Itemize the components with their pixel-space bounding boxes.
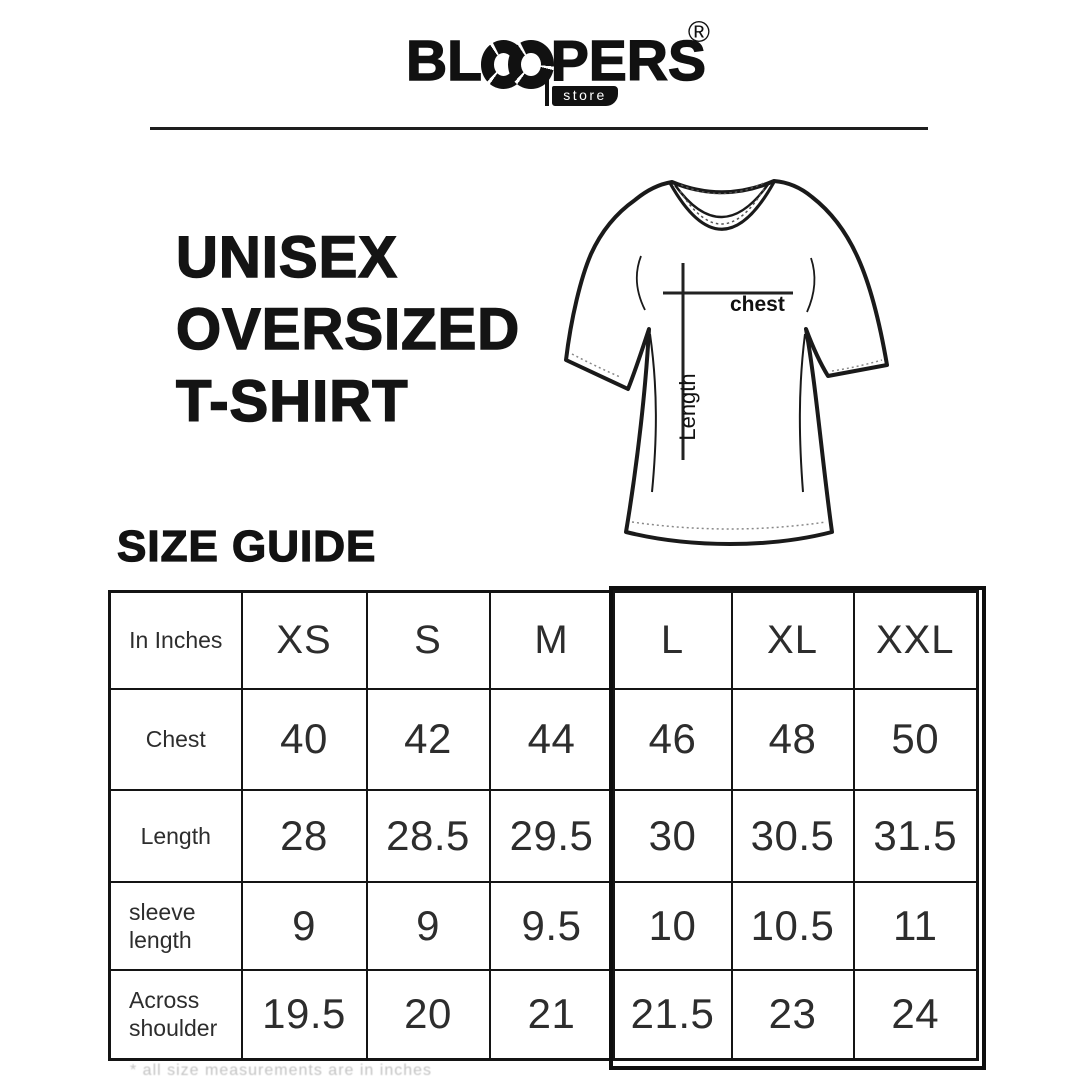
row-label-cell: Across shoulder xyxy=(108,968,243,1061)
table-header-row: In Inches XS S M L XL XXL xyxy=(108,590,979,690)
value-cell: 21 xyxy=(488,968,615,1061)
store-badge-bar xyxy=(545,78,549,106)
size-header-cell-xl: XL xyxy=(730,590,855,690)
table-row-length: Length 28 28.5 29.5 30 30.5 31.5 xyxy=(108,788,979,883)
value-cell: 24 xyxy=(852,968,979,1061)
shoulder-seam-right xyxy=(806,257,816,313)
size-header-cell-m: M xyxy=(488,590,615,690)
value-cell: 28.5 xyxy=(365,788,491,883)
value-cell: 10.5 xyxy=(730,880,855,971)
value-cell: 30 xyxy=(612,788,733,883)
value-cell: 42 xyxy=(365,687,491,791)
brand-name-left: BL xyxy=(405,29,482,93)
chest-label: chest xyxy=(730,293,785,316)
tshirt-diagram: chest Length xyxy=(564,179,889,546)
value-cell: 28 xyxy=(240,788,368,883)
value-cell: 19.5 xyxy=(240,968,368,1061)
collar-front-stitch-line xyxy=(679,188,765,225)
product-title-line1: UNISEX xyxy=(175,224,398,291)
collar-inner-line xyxy=(674,182,770,219)
value-cell: 48 xyxy=(730,687,855,791)
hem-stitch-line xyxy=(631,521,827,530)
value-cell: 10 xyxy=(612,880,733,971)
cuff-stitch-right xyxy=(831,359,883,372)
value-cell: 50 xyxy=(852,687,979,791)
header-divider xyxy=(150,127,928,130)
value-cell: 9.5 xyxy=(488,880,615,971)
shoulder-seam-left xyxy=(635,255,646,311)
value-cell: 31.5 xyxy=(852,788,979,883)
body-crease-right xyxy=(798,333,806,493)
value-cell: 29.5 xyxy=(488,788,615,883)
value-cell: 11 xyxy=(852,880,979,971)
table-row-sleeve-length: sleeve length 9 9 9.5 10 10.5 11 xyxy=(108,880,979,971)
size-table: In Inches XS S M L XL XXL Chest 40 42 44… xyxy=(108,590,979,1061)
row-label-cell: sleeve length xyxy=(108,880,243,971)
value-cell: 20 xyxy=(365,968,491,1061)
length-label: Length xyxy=(675,373,700,440)
value-cell: 9 xyxy=(240,880,368,971)
value-cell: 44 xyxy=(488,687,615,791)
size-header-cell-l: L xyxy=(612,590,733,690)
tshirt-outline xyxy=(564,179,889,546)
row-label-cell: Length xyxy=(108,788,243,883)
table-row-chest: Chest 40 42 44 46 48 50 xyxy=(108,687,979,791)
registered-trademark-icon: ® xyxy=(687,16,710,49)
footnote: * all size measurements are in inches xyxy=(130,1062,433,1079)
store-badge: store xyxy=(552,86,618,106)
size-header-cell-xs: XS xyxy=(240,590,368,690)
table-row-across-shoulder: Across shoulder 19.5 20 21 21.5 23 24 xyxy=(108,968,979,1061)
product-title-line2: OVERSIZED xyxy=(175,296,521,363)
body-crease-left xyxy=(649,333,657,493)
unit-header-cell: In Inches xyxy=(108,590,243,690)
value-cell: 21.5 xyxy=(612,968,733,1061)
value-cell: 30.5 xyxy=(730,788,855,883)
value-cell: 23 xyxy=(730,968,855,1061)
row-label-cell: Chest xyxy=(108,687,243,791)
size-table-wrap: In Inches XS S M L XL XXL Chest 40 42 44… xyxy=(108,586,986,1070)
size-header-cell-xxl: XXL xyxy=(852,590,979,690)
value-cell: 46 xyxy=(612,687,733,791)
brand-logo-row: BL PERS xyxy=(405,29,707,93)
aperture-ring-icon xyxy=(508,39,554,89)
size-header-cell-s: S xyxy=(365,590,491,690)
value-cell: 9 xyxy=(365,880,491,971)
brand-logo: BL PERS ® store xyxy=(405,16,710,110)
product-title: UNISEX OVERSIZED T-SHIRT xyxy=(175,222,521,438)
value-cell: 40 xyxy=(240,687,368,791)
product-title-line3: T-SHIRT xyxy=(175,368,409,435)
cuff-stitch-left xyxy=(571,353,621,378)
collar-outer-line xyxy=(668,181,776,231)
size-guide-heading: SIZE GUIDE xyxy=(116,521,377,571)
brand-name-right: PERS xyxy=(550,29,707,93)
